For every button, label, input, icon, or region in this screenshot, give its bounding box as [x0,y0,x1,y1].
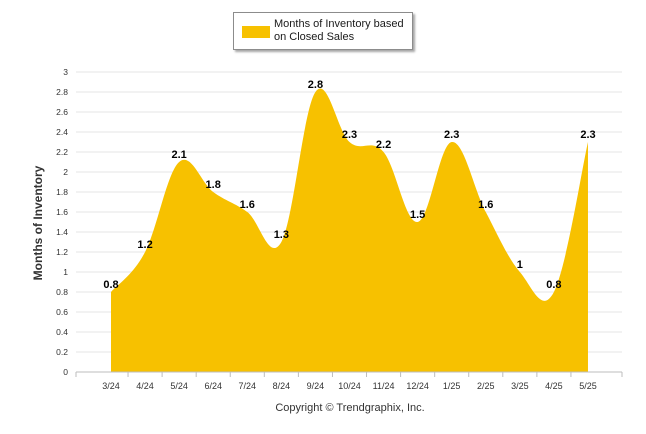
x-tick-label: 3/25 [511,381,529,391]
data-label: 0.8 [546,279,561,291]
x-tick-label: 1/25 [443,381,461,391]
legend-swatch [242,26,270,38]
x-tick-label: 7/24 [239,381,257,391]
y-tick-label: 0 [63,367,68,377]
y-tick-label: 1 [63,267,68,277]
data-label: 1.5 [410,209,425,221]
data-label: 1.2 [137,239,152,251]
y-tick-label: 1.2 [56,247,68,257]
series-area [111,88,588,372]
data-label: 2.8 [308,79,323,91]
y-axis-ticks: 0 0.2 0.4 0.6 0.8 1 1.2 1.4 1.6 1.8 2 2.2 2.4 2.6 2.8 3 [56,67,68,377]
y-axis-label: Months of Inventory [31,165,45,280]
y-tick-label: 2.6 [56,107,68,117]
y-tick-label: 1.4 [56,227,68,237]
x-tick-label: 10/24 [338,381,361,391]
x-axis: 3/24 4/24 5/24 6/24 7/24 8/24 9/24 10/24 11/24 12… [75,371,623,391]
y-tick-label: 0.4 [56,327,68,337]
data-label: 1.6 [478,199,493,211]
data-label: 2.2 [376,139,391,151]
y-tick-label: 0.8 [56,287,68,297]
x-tick-label: 4/24 [136,381,154,391]
data-label: 1.6 [240,199,255,211]
data-label: 2.3 [342,129,357,141]
x-tick-label: 12/24 [406,381,429,391]
data-label: 2.3 [444,129,459,141]
x-tick-label: 9/24 [307,381,325,391]
x-tick-label: 8/24 [273,381,291,391]
data-label: 1.3 [274,229,289,241]
series-area-fill [111,88,588,372]
x-tick-label: 2/25 [477,381,495,391]
data-label: 2.3 [580,129,595,141]
data-label: 0.8 [103,279,118,291]
y-tick-label: 1.6 [56,207,68,217]
y-tick-label: 2.2 [56,147,68,157]
legend: Months of Inventory based on Closed Sale… [233,12,413,50]
x-tick-label: 5/25 [579,381,597,391]
data-label: 1.8 [206,179,221,191]
x-tick-label: 3/24 [102,381,120,391]
y-tick-label: 0.6 [56,307,68,317]
x-tick-label: 11/24 [373,381,395,391]
y-tick-label: 1.8 [56,187,68,197]
data-label: 2.1 [171,149,186,161]
x-tick-label: 5/24 [170,381,188,391]
copyright-text: Copyright © Trendgraphix, Inc. [275,402,425,414]
x-tick-label: 4/25 [545,381,563,391]
y-tick-label: 0.2 [56,347,68,357]
y-tick-label: 2.4 [56,127,68,137]
y-tick-label: 3 [63,67,68,77]
x-tick-label: 6/24 [204,381,222,391]
data-labels: 0.8 1.2 2.1 1.8 1.6 1.3 2.8 2.3 2.2 1.5 2.3 1.6 1 0.8… [103,79,595,291]
y-tick-label: 2.8 [56,87,68,97]
data-label: 1 [517,259,523,271]
y-tick-label: 2 [63,167,68,177]
legend-label: Months of Inventory based on Closed Sale… [274,18,404,43]
